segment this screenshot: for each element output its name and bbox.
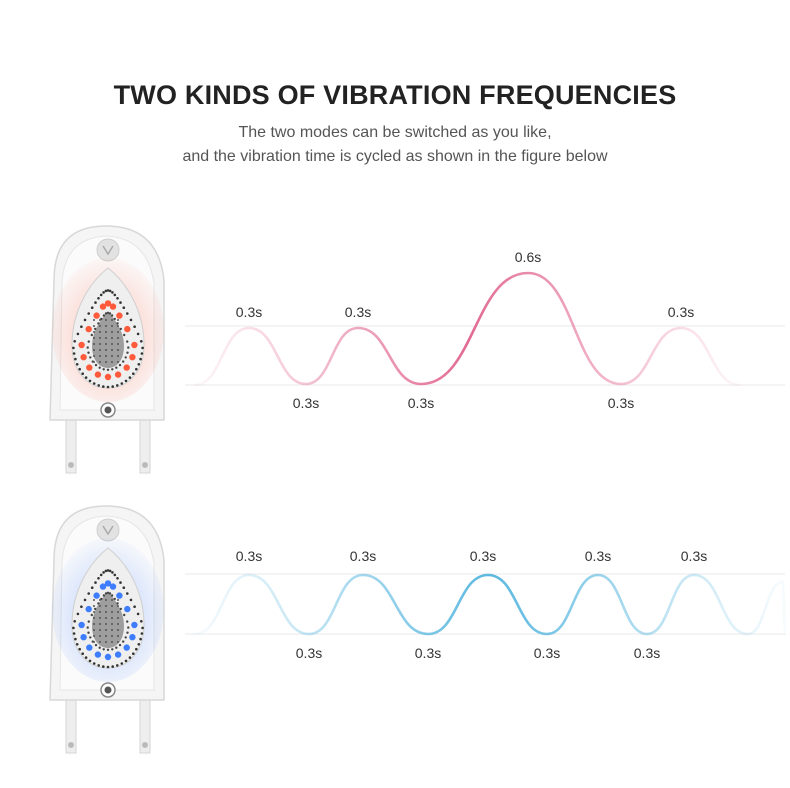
device-red-light-mode: [49, 225, 165, 474]
device-blue-light-mode: [49, 505, 165, 754]
wave-1-peak-label: 0.3s: [345, 304, 371, 320]
wave-1-trough-label: 0.3s: [608, 395, 634, 411]
page-title: TWO KINDS OF VIBRATION FREQUENCIES: [113, 80, 677, 110]
wave-2-line: [193, 573, 787, 636]
wave-1-trough-label: 0.3s: [293, 395, 319, 411]
wave-1-peak-label: 0.3s: [236, 304, 262, 320]
wave-1-peak-label: 0.3s: [668, 304, 694, 320]
wave-1-trough-label: 0.3s: [408, 395, 434, 411]
wave-1-line: [193, 271, 742, 387]
wave-2-peak-label: 0.3s: [350, 548, 376, 564]
wave-2-peak-label: 0.3s: [470, 548, 496, 564]
wave-2-peak-label: 0.3s: [585, 548, 611, 564]
vibration-wave-mode-1: 0.3s 0.3s 0.6s 0.3s 0.3s 0.3s 0.3s: [185, 249, 785, 411]
wave-2-peak-label: 0.3s: [236, 548, 262, 564]
vibration-wave-mode-2: 0.3s 0.3s 0.3s 0.3s 0.3s 0.3s 0.3s 0.3s …: [185, 548, 787, 661]
wave-2-trough-label: 0.3s: [415, 645, 441, 661]
subtitle-line-2: and the vibration time is cycled as show…: [182, 148, 608, 165]
wave-1-peak-label: 0.6s: [515, 249, 541, 265]
wave-2-trough-label: 0.3s: [634, 645, 660, 661]
wave-2-trough-label: 0.3s: [296, 645, 322, 661]
wave-2-trough-label: 0.3s: [534, 645, 560, 661]
subtitle-line-1: The two modes can be switched as you lik…: [238, 124, 552, 141]
wave-2-peak-label: 0.3s: [681, 548, 707, 564]
